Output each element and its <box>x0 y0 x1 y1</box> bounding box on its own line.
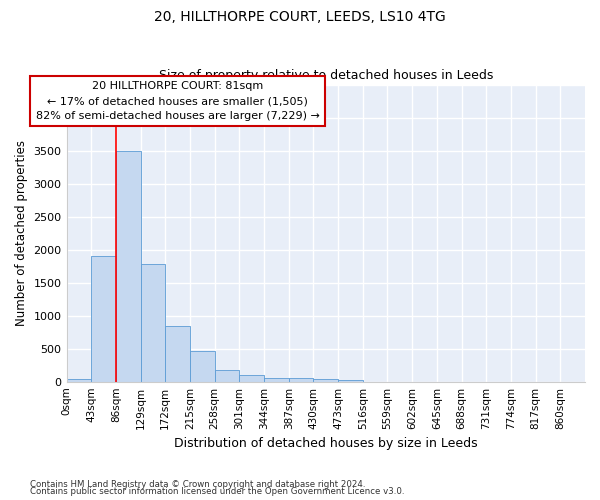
Text: 20 HILLTHORPE COURT: 81sqm
← 17% of detached houses are smaller (1,505)
82% of s: 20 HILLTHORPE COURT: 81sqm ← 17% of deta… <box>36 82 320 121</box>
Title: Size of property relative to detached houses in Leeds: Size of property relative to detached ho… <box>158 69 493 82</box>
Bar <box>91 256 116 382</box>
Bar <box>67 379 91 382</box>
Bar <box>239 375 264 382</box>
Bar <box>215 370 239 382</box>
X-axis label: Distribution of detached houses by size in Leeds: Distribution of detached houses by size … <box>174 437 478 450</box>
Y-axis label: Number of detached properties: Number of detached properties <box>15 140 28 326</box>
Bar <box>190 352 215 382</box>
Bar <box>116 150 140 382</box>
Bar <box>313 379 338 382</box>
Bar <box>338 380 363 382</box>
Text: Contains public sector information licensed under the Open Government Licence v3: Contains public sector information licen… <box>30 487 404 496</box>
Bar <box>165 326 190 382</box>
Bar <box>140 264 165 382</box>
Text: 20, HILLTHORPE COURT, LEEDS, LS10 4TG: 20, HILLTHORPE COURT, LEEDS, LS10 4TG <box>154 10 446 24</box>
Text: Contains HM Land Registry data © Crown copyright and database right 2024.: Contains HM Land Registry data © Crown c… <box>30 480 365 489</box>
Bar <box>264 378 289 382</box>
Bar <box>289 378 313 382</box>
